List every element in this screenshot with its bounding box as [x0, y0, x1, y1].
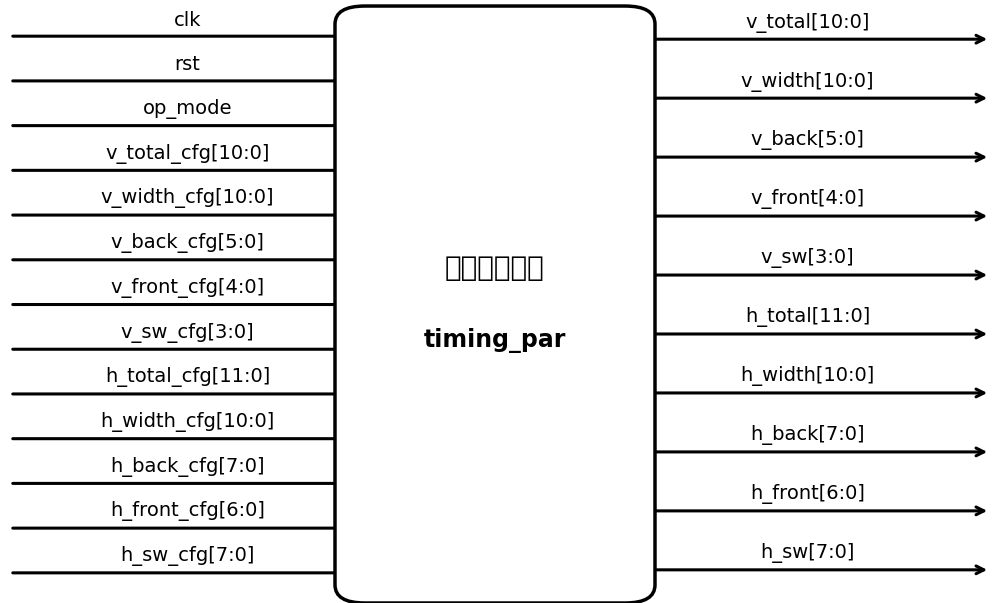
Text: v_front_cfg[4:0]: v_front_cfg[4:0] [110, 278, 265, 298]
Text: h_back[7:0]: h_back[7:0] [750, 425, 865, 445]
FancyBboxPatch shape [335, 6, 655, 603]
Text: v_sw[3:0]: v_sw[3:0] [761, 248, 854, 268]
Text: h_sw[7:0]: h_sw[7:0] [760, 543, 855, 563]
Text: v_total_cfg[10:0]: v_total_cfg[10:0] [105, 144, 270, 163]
Text: h_width_cfg[10:0]: h_width_cfg[10:0] [100, 412, 275, 432]
Text: timing_par: timing_par [424, 328, 566, 353]
Text: h_back_cfg[7:0]: h_back_cfg[7:0] [110, 456, 265, 477]
Text: v_width_cfg[10:0]: v_width_cfg[10:0] [101, 188, 274, 209]
Text: v_total[10:0]: v_total[10:0] [745, 13, 870, 33]
Text: 时序参数模块: 时序参数模块 [445, 254, 545, 282]
Text: h_width[10:0]: h_width[10:0] [740, 366, 875, 387]
Text: h_front[6:0]: h_front[6:0] [750, 484, 865, 504]
Text: clk: clk [174, 10, 201, 30]
Text: v_back_cfg[5:0]: v_back_cfg[5:0] [111, 233, 264, 253]
Text: v_front[4:0]: v_front[4:0] [750, 189, 865, 209]
Text: h_total[11:0]: h_total[11:0] [745, 308, 870, 327]
Text: v_width[10:0]: v_width[10:0] [741, 72, 874, 92]
Text: op_mode: op_mode [143, 99, 232, 119]
Text: h_total_cfg[11:0]: h_total_cfg[11:0] [105, 367, 270, 387]
Text: v_back[5:0]: v_back[5:0] [751, 130, 864, 151]
Text: h_sw_cfg[7:0]: h_sw_cfg[7:0] [120, 546, 255, 566]
Text: h_front_cfg[6:0]: h_front_cfg[6:0] [110, 502, 265, 522]
Text: rst: rst [175, 55, 200, 74]
Text: v_sw_cfg[3:0]: v_sw_cfg[3:0] [121, 323, 254, 343]
